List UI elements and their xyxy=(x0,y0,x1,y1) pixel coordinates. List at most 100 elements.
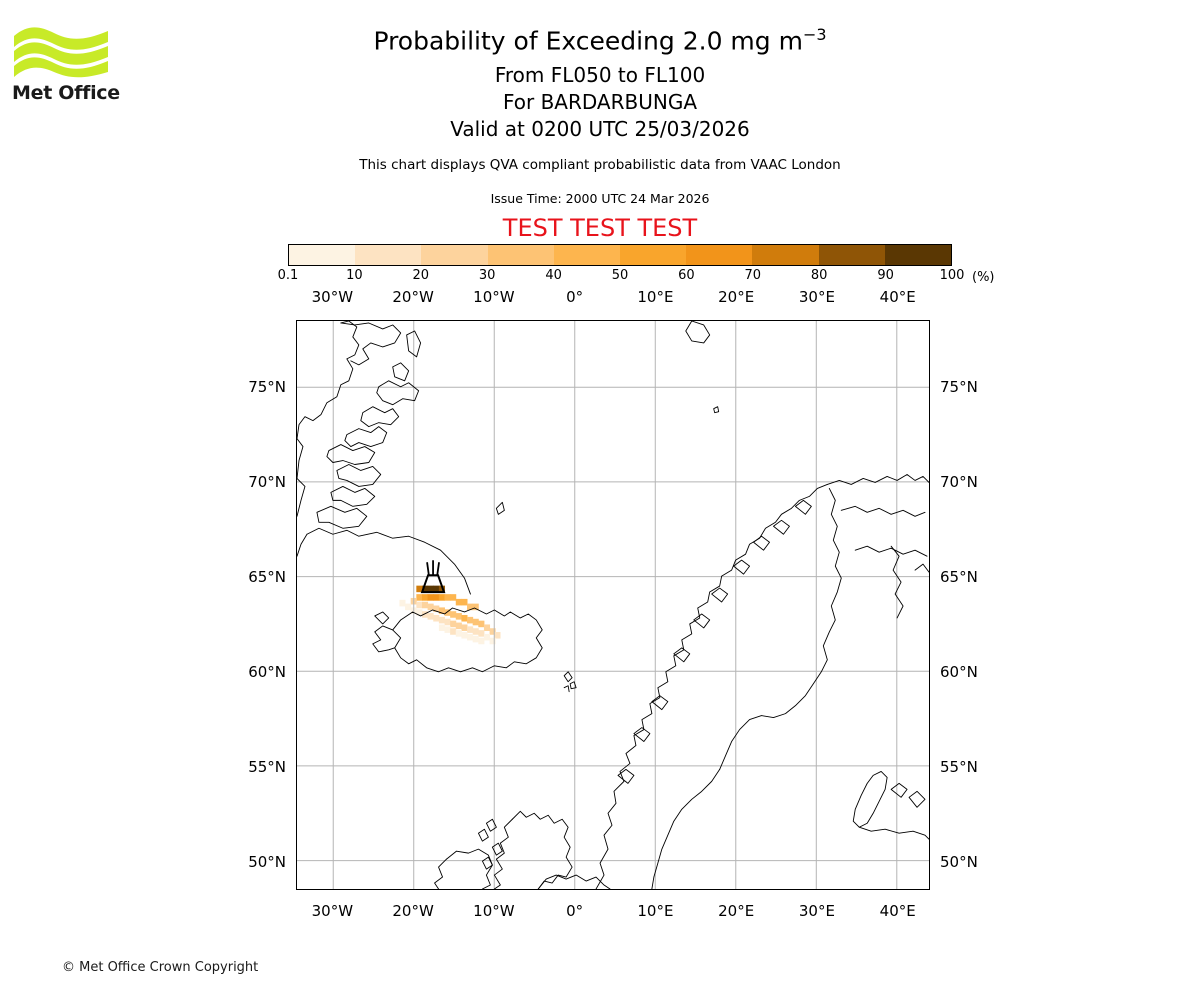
plume-cell-3 xyxy=(438,585,445,593)
plume-cell-30 xyxy=(489,628,496,635)
lat-label-left-55: 55°N xyxy=(248,757,286,776)
lon-label-top-40: 40°E xyxy=(879,288,916,306)
colorbar-band-2 xyxy=(421,245,488,265)
colorbar xyxy=(288,244,952,266)
plume-cell-1 xyxy=(427,585,434,593)
lon-label-top-10: 10°E xyxy=(637,288,674,306)
plume-cell-43 xyxy=(478,630,485,637)
map-svg xyxy=(297,321,929,889)
plume-cell-41 xyxy=(467,626,474,633)
plume-cell-29 xyxy=(483,624,491,631)
plume-cell-39 xyxy=(455,622,462,630)
logo-brand-text: Met Office xyxy=(12,82,120,104)
colorbar-tick-20: 20 xyxy=(412,268,430,283)
colorbar-band-6 xyxy=(686,245,753,265)
lon-label-bottom--30: 30°W xyxy=(311,902,354,920)
plume-cell-42 xyxy=(472,628,479,635)
coastlines xyxy=(297,321,929,889)
plume-cell-53 xyxy=(467,633,474,641)
plume-cell-46 xyxy=(405,603,412,611)
lon-label-bottom-0: 0° xyxy=(566,902,584,920)
plume-cell-15 xyxy=(472,603,479,611)
lon-label-bottom--10: 10°W xyxy=(473,902,515,920)
plume-cell-54 xyxy=(399,599,406,607)
met-office-waves-icon xyxy=(14,27,108,78)
plume-cell-33 xyxy=(421,611,429,618)
colorbar-band-3 xyxy=(487,245,554,265)
lat-label-right-75: 75°N xyxy=(940,377,978,396)
volcano-name-line: For BARDARBUNGA xyxy=(502,90,698,114)
plume-cell-23 xyxy=(450,611,457,618)
lon-label-top-30: 30°E xyxy=(798,288,835,306)
plume-cell-40 xyxy=(461,624,468,631)
plume-cell-27 xyxy=(472,618,479,626)
plume-cell-13 xyxy=(461,598,468,606)
plume-cell-0 xyxy=(421,585,429,593)
plume-cell-21 xyxy=(438,607,445,614)
plume-cell-7 xyxy=(427,594,434,601)
plume-cell-32 xyxy=(416,609,423,616)
plume-cell-9 xyxy=(438,594,445,601)
plume-cell-51 xyxy=(455,630,462,637)
lat-label-left-60: 60°N xyxy=(248,662,286,681)
plume-cell-2 xyxy=(433,585,440,593)
lon-label-top-20: 20°E xyxy=(718,288,755,306)
plume-cell-17 xyxy=(416,601,423,609)
plume-cell-55 xyxy=(472,635,479,643)
lat-label-left-65: 65°N xyxy=(248,567,286,586)
plume-cell-4 xyxy=(416,585,423,593)
plume-cell-24 xyxy=(455,613,462,620)
lat-label-left-70: 70°N xyxy=(248,472,286,491)
plume-cell-35 xyxy=(433,614,440,622)
plume-cell-11 xyxy=(450,594,457,601)
lon-label-top--10: 10°W xyxy=(473,288,515,306)
plume-cell-20 xyxy=(433,605,440,613)
colorbar-tick-30: 30 xyxy=(478,268,496,283)
copyright-footer: © Met Office Crown Copyright xyxy=(62,960,259,975)
colorbar-band-9 xyxy=(884,245,952,265)
colorbar-tick-50: 50 xyxy=(611,268,629,283)
issue-time: Issue Time: 2000 UTC 24 Mar 2026 xyxy=(490,191,710,206)
plume-cell-38 xyxy=(450,620,457,628)
colorbar-tick-0.1: 0.1 xyxy=(277,268,299,283)
map-panel[interactable] xyxy=(296,320,930,890)
colorbar-unit-label: (%) xyxy=(972,270,995,285)
colorbar-tick-70: 70 xyxy=(744,268,762,283)
lon-label-bottom--20: 20°W xyxy=(392,902,434,920)
plume-cell-26 xyxy=(467,616,474,624)
plume-cell-37 xyxy=(444,618,451,626)
colorbar-tick-10: 10 xyxy=(346,268,363,283)
lon-label-bottom-30: 30°E xyxy=(798,902,835,920)
lon-label-top--30: 30°W xyxy=(311,288,354,306)
lon-label-bottom-20: 20°E xyxy=(718,902,755,920)
colorbar-tick-60: 60 xyxy=(678,268,695,283)
lat-label-left-75: 75°N xyxy=(248,377,286,396)
plume-cell-48 xyxy=(438,624,445,631)
lat-label-right-55: 55°N xyxy=(940,757,978,776)
colorbar-tick-100: 100 xyxy=(939,268,965,283)
lat-label-right-50: 50°N xyxy=(940,852,978,871)
plume-cell-14 xyxy=(467,603,474,611)
plume-cell-18 xyxy=(421,601,429,609)
colorbar-band-0 xyxy=(289,245,356,265)
plume-cell-36 xyxy=(438,616,445,624)
page-title-text: Probability of Exceeding 2.0 mg m xyxy=(373,26,803,56)
lat-label-left-50: 50°N xyxy=(248,852,286,871)
lon-label-top--20: 20°W xyxy=(392,288,434,306)
plume-cell-12 xyxy=(455,598,462,606)
colorbar-tick-80: 80 xyxy=(810,268,828,283)
flight-level-line: From FL050 to FL100 xyxy=(494,63,706,87)
plume-cell-10 xyxy=(444,594,451,601)
lon-label-bottom-40: 40°E xyxy=(879,902,916,920)
plume-cell-49 xyxy=(444,626,451,633)
colorbar-band-5 xyxy=(620,245,687,265)
lon-label-top-0: 0° xyxy=(566,288,584,306)
plume-cell-22 xyxy=(444,609,451,616)
met-office-logo: Met Office xyxy=(12,22,122,112)
plume-cell-5 xyxy=(416,594,423,601)
lat-label-right-60: 60°N xyxy=(940,662,978,681)
plume-cell-6 xyxy=(421,594,429,601)
plume-cell-34 xyxy=(427,613,434,620)
colorbar-band-1 xyxy=(355,245,422,265)
plume-cell-25 xyxy=(461,614,468,622)
